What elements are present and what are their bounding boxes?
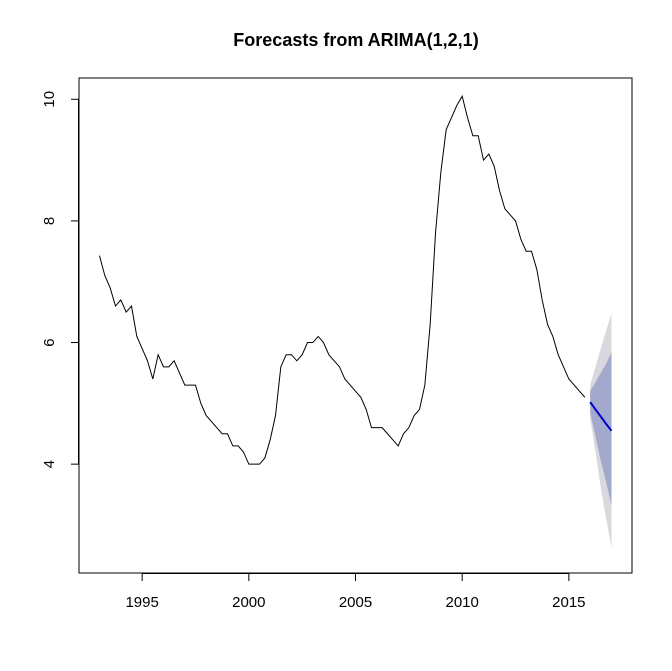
- y-tick-label: 10: [41, 91, 58, 108]
- x-tick-label: 2000: [232, 594, 265, 611]
- forecast-line: [589, 401, 613, 432]
- y-tick-label: 6: [41, 338, 58, 346]
- x-tick-label: 1995: [125, 594, 158, 611]
- x-tick-label: 2010: [445, 594, 478, 611]
- history-line: [98, 94, 586, 465]
- y-tick-label: 8: [41, 217, 58, 225]
- x-tick-label: 2005: [339, 594, 372, 611]
- y-tick-label: 4: [41, 460, 58, 468]
- x-tick-label: 2015: [552, 594, 585, 611]
- interval-80: [590, 352, 612, 506]
- chart-title: Forecasts from ARIMA(1,2,1): [233, 30, 478, 50]
